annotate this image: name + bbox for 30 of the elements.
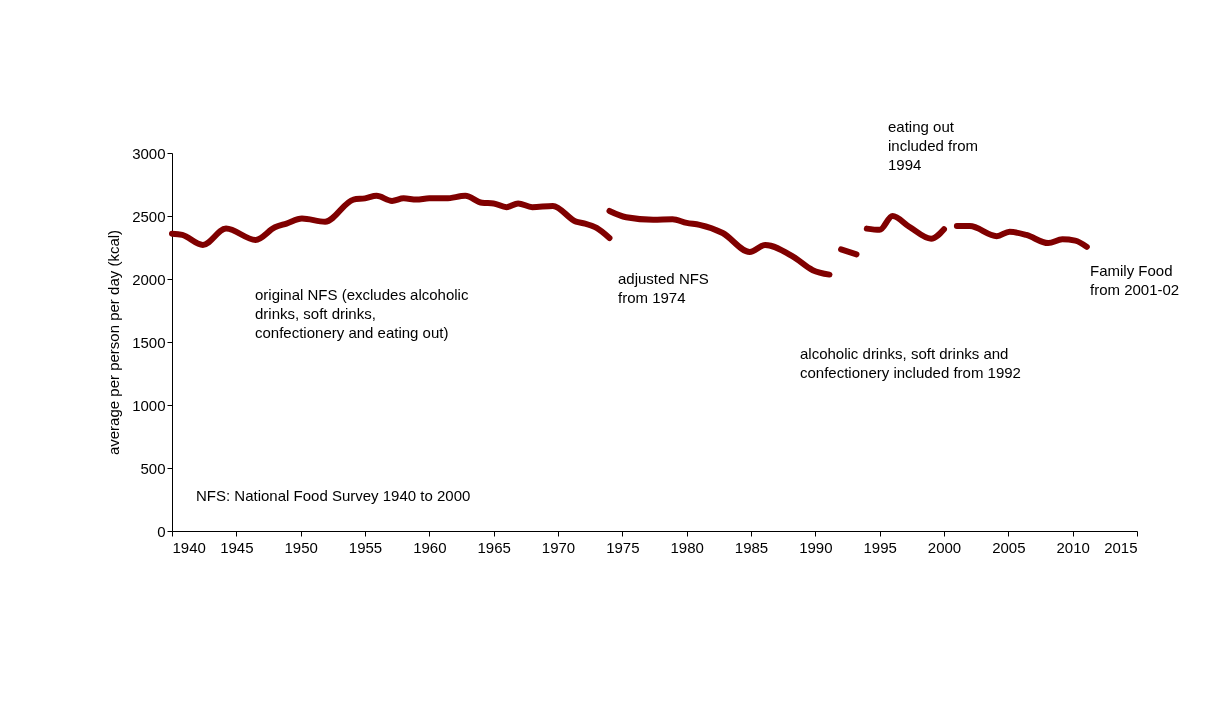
y-tick-label: 3000 — [132, 144, 166, 162]
x-tick-label: 1980 — [670, 538, 704, 556]
y-tick-label: 1000 — [132, 396, 166, 414]
y-tick-label: 2500 — [132, 207, 166, 225]
y-tick-label: 500 — [140, 459, 166, 477]
annotation: adjusted NFS from 1974 — [618, 270, 709, 306]
x-tick-label: 1950 — [284, 538, 318, 556]
x-tick-label: 1955 — [348, 538, 383, 556]
x-tick-label: 2015 — [1104, 538, 1138, 556]
x-tick-label: 1940 — [172, 538, 206, 556]
annotation: alcoholic drinks, soft drinks and confectionery included from 1992 — [800, 345, 1021, 381]
x-tick-label: 1960 — [413, 538, 447, 556]
annotation: Family Food from 2001-02 — [1090, 262, 1180, 298]
x-tick-label: 1970 — [541, 538, 576, 556]
x-tick-label: 1965 — [477, 538, 511, 556]
x-tick-label: 2010 — [1056, 538, 1090, 556]
x-tick-label: 1995 — [863, 538, 897, 556]
y-tick-label: 1500 — [132, 333, 166, 351]
annotation: NFS: National Food Survey 1940 to 2000 — [196, 487, 471, 504]
y-tick-label: 2000 — [132, 270, 166, 288]
x-tick-label: 1945 — [220, 538, 254, 556]
annotation: original NFS (excludes alcoholic drinks, soft drinks, confectionery and eating out) — [255, 286, 469, 341]
y-axis-title: average per person per day (kcal) — [105, 229, 123, 456]
x-tick-label: 2005 — [992, 538, 1026, 556]
y-tick-label: 0 — [157, 522, 166, 540]
annotation: eating out included from 1994 — [888, 118, 979, 173]
x-tick-label: 2000 — [927, 538, 962, 556]
x-tick-label: 1990 — [799, 538, 833, 556]
x-tick-label: 1975 — [606, 538, 640, 556]
x-tick-label: 1985 — [734, 538, 769, 556]
